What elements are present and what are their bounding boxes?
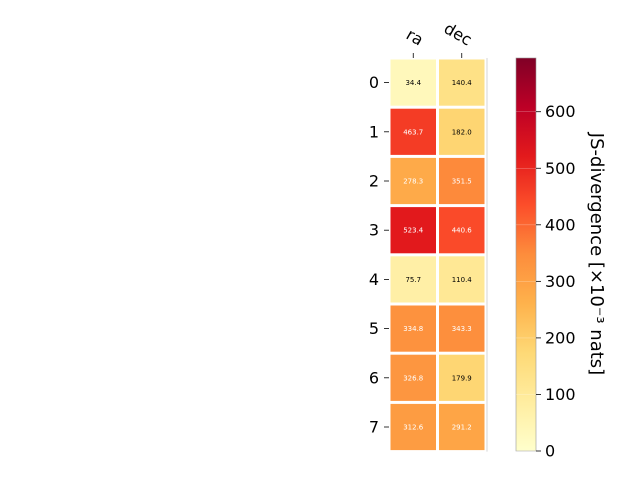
row-tick-label: 0	[369, 73, 379, 92]
colorbar-ticks: 0 100 200 300 400 500 600	[516, 102, 576, 461]
heatmap-cell	[439, 207, 485, 254]
colorbar-tick-label: 300	[545, 272, 576, 291]
heatmap-cells: 34.4 140.4 463.7 182.0 278.3 351.5 523.4 440.6 7…	[390, 58, 488, 452]
cell-value-label: 343.3	[452, 325, 472, 333]
heatmap-cell	[390, 403, 436, 451]
colorbar-tick-label: 500	[545, 159, 576, 178]
heatmap-cell	[439, 108, 485, 155]
column-tick-label: dec	[441, 19, 475, 50]
row-tick-label: 2	[369, 172, 379, 191]
row-tick-label: 1	[369, 122, 379, 141]
cell-value-label: 291.2	[452, 424, 472, 432]
colorbar-tick-label: 200	[545, 328, 576, 347]
row-tick-label: 5	[369, 319, 379, 338]
heatmap-cell	[439, 256, 485, 303]
row-tick-label: 6	[369, 368, 379, 387]
heatmap-cell	[439, 59, 485, 106]
cell-value-label: 334.8	[403, 325, 423, 333]
heatmap-cell	[439, 403, 485, 451]
row-tick-label: 3	[369, 221, 379, 240]
cell-value-label: 326.8	[403, 374, 423, 382]
colorbar-tick-label: 600	[545, 102, 576, 121]
column-tick-labels: ra dec	[403, 19, 475, 58]
heatmap-cell	[390, 305, 436, 352]
row-tick-labels: 0 1 2 3 4 5 6 7	[369, 73, 389, 437]
heatmap-cell	[390, 59, 436, 106]
cell-value-label: 34.4	[405, 79, 421, 87]
colorbar-gradient	[515, 57, 537, 452]
cell-value-label: 463.7	[403, 128, 423, 136]
cell-value-label: 140.4	[452, 79, 473, 87]
cell-value-label: 312.6	[403, 424, 424, 432]
cell-value-label: 110.4	[452, 276, 473, 284]
heatmap-cell	[390, 108, 436, 155]
cell-value-label: 75.7	[405, 276, 421, 284]
cell-value-label: 351.5	[452, 178, 472, 186]
heatmap-cell	[439, 157, 485, 205]
heatmap-cell	[390, 256, 436, 303]
heatmap-cell	[390, 207, 436, 254]
heatmap-cell	[390, 157, 436, 205]
heatmap-cell	[390, 354, 436, 401]
heatmap-cell	[439, 305, 485, 352]
cell-value-label: 182.0	[452, 128, 472, 136]
heatmap-cell	[439, 354, 485, 401]
colorbar: 0 100 200 300 400 500 600 JS-divergence [×10⁻³…	[515, 57, 607, 461]
colorbar-tick-label: 100	[545, 385, 576, 404]
cell-value-label: 440.6	[452, 227, 473, 235]
colorbar-tick-label: 400	[545, 215, 576, 234]
row-tick-label: 7	[369, 418, 379, 437]
cell-value-label: 278.3	[403, 178, 423, 186]
row-tick-label: 4	[369, 270, 379, 289]
colorbar-label: JS-divergence [×10⁻³ nats]	[586, 132, 607, 375]
cell-value-label: 179.9	[452, 374, 472, 382]
cell-value-label: 523.4	[403, 227, 424, 235]
colorbar-tick-label: 0	[545, 442, 555, 461]
column-tick-label: ra	[403, 25, 427, 50]
